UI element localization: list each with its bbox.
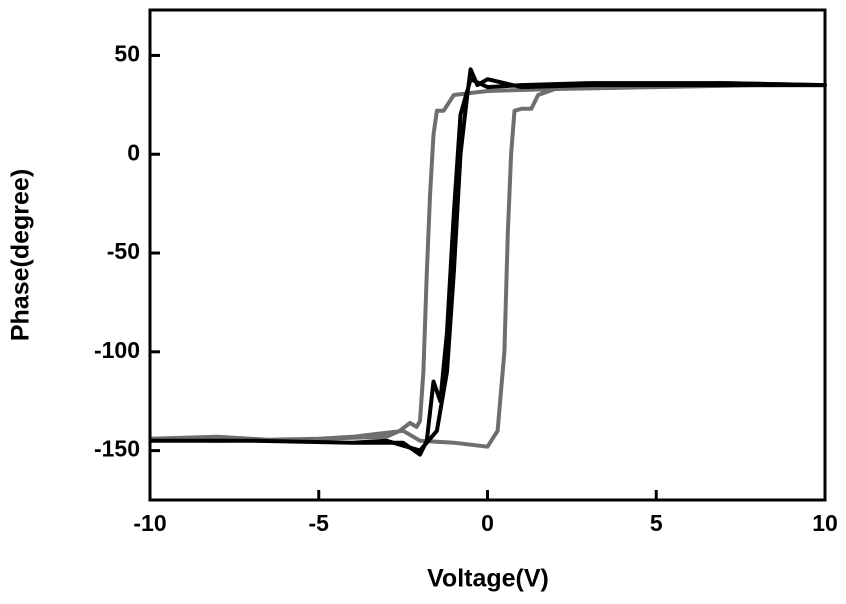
y-tick-label: -50 xyxy=(107,238,140,264)
x-tick-label: -5 xyxy=(309,510,330,536)
y-tick-label: -150 xyxy=(94,436,140,462)
y-tick-label: 50 xyxy=(114,41,140,67)
y-tick-label: 0 xyxy=(127,139,140,165)
x-tick-label: 0 xyxy=(481,510,494,536)
x-tick-label: 5 xyxy=(650,510,663,536)
y-tick-label: -100 xyxy=(94,337,140,363)
data-line xyxy=(150,67,827,457)
x-tick-label: 10 xyxy=(812,510,838,536)
y-axis-title: Phase(degree) xyxy=(7,169,35,341)
plot-frame xyxy=(148,8,827,502)
x-axis-title: Voltage(V) xyxy=(427,565,549,593)
x-tick-label: -10 xyxy=(133,510,166,536)
data-line xyxy=(149,81,827,449)
